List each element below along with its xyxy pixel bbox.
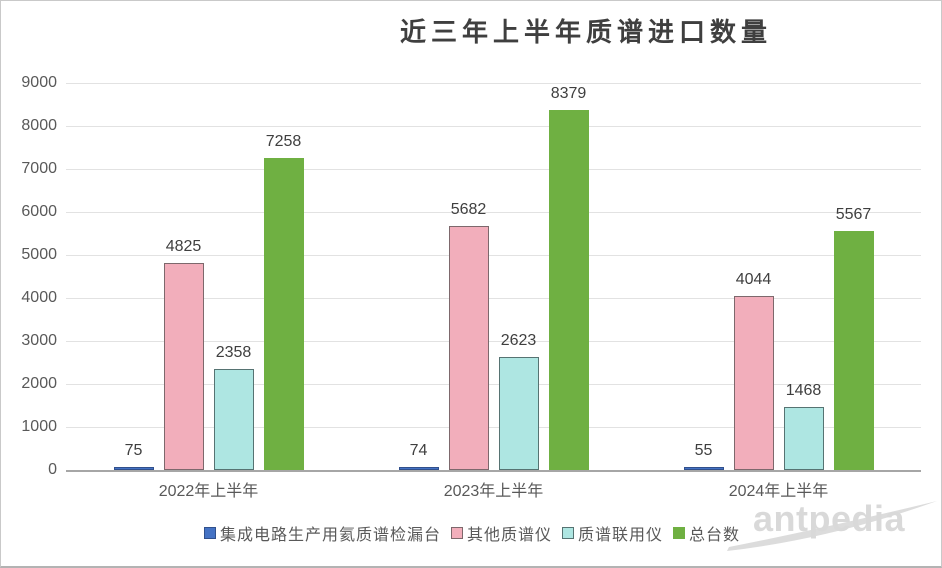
bar-series3-group2 [498, 357, 539, 470]
x-axis-line [66, 470, 921, 472]
category-label: 2024年上半年 [728, 483, 829, 500]
bar-value-label: 1468 [785, 382, 822, 399]
legend-item: 质谱联用仪 [562, 521, 663, 545]
legend: 集成电路生产用氦质谱检漏台 其他质谱仪 质谱联用仪 总台数 [1, 521, 941, 545]
y-axis-tick-label: 6000 [21, 203, 57, 220]
gridline [66, 384, 921, 385]
legend-label: 其他质谱仪 [466, 527, 552, 544]
bar-series3-group1 [213, 369, 254, 470]
legend-item: 总台数 [673, 521, 740, 545]
bar-series4-group2 [548, 110, 589, 470]
bar-series4-group1 [263, 158, 304, 470]
legend-swatch-icon [562, 527, 574, 539]
gridline [66, 255, 921, 256]
y-axis-tick-label: 0 [48, 461, 57, 478]
y-axis-tick-label: 7000 [21, 160, 57, 177]
y-axis-tick-label: 3000 [21, 332, 57, 349]
bar-value-label: 2358 [215, 344, 252, 361]
gridline [66, 169, 921, 170]
gridline [66, 83, 921, 84]
bar-value-label: 8379 [550, 85, 587, 102]
y-axis-tick-label: 2000 [21, 375, 57, 392]
y-axis-tick-label: 8000 [21, 117, 57, 134]
bar-value-label: 4044 [735, 271, 772, 288]
gridline [66, 427, 921, 428]
bar-series2-group1 [163, 263, 204, 470]
bar-series4-group3 [833, 231, 874, 470]
bar-series2-group2 [448, 226, 489, 470]
bar-value-label: 5682 [450, 201, 487, 218]
legend-swatch-icon [203, 527, 216, 539]
bar-series1-group1 [113, 467, 154, 470]
category-label: 2022年上半年 [158, 483, 259, 500]
y-axis-tick-label: 1000 [21, 418, 57, 435]
y-axis-tick-label: 4000 [21, 289, 57, 306]
y-axis-tick-label: 9000 [21, 74, 57, 91]
bar-value-label: 5567 [835, 206, 872, 223]
legend-item: 其他质谱仪 [450, 521, 552, 545]
legend-label: 质谱联用仪 [578, 527, 664, 544]
legend-swatch-icon [450, 527, 463, 539]
legend-swatch-icon [673, 527, 686, 539]
bar-series1-group3 [683, 467, 724, 470]
gridline [66, 341, 921, 342]
bar-value-label: 74 [409, 442, 428, 459]
bar-series1-group2 [398, 467, 439, 470]
bar-value-label: 2623 [500, 332, 537, 349]
category-label: 2023年上半年 [443, 483, 544, 500]
legend-label: 总台数 [689, 527, 741, 544]
bar-value-label: 7258 [265, 133, 302, 150]
gridline [66, 298, 921, 299]
gridline [66, 126, 921, 127]
y-axis-tick-label: 5000 [21, 246, 57, 263]
legend-item: 集成电路生产用氦质谱检漏台 [203, 521, 441, 545]
chart-title: 近三年上半年质谱进口数量 [399, 18, 773, 47]
bar-series3-group3 [783, 407, 824, 470]
bar-value-label: 4825 [165, 238, 202, 255]
bar-value-label: 55 [694, 442, 713, 459]
bar-value-label: 75 [124, 442, 143, 459]
legend-label: 集成电路生产用氦质谱检漏台 [219, 527, 441, 544]
bar-series2-group3 [733, 296, 774, 470]
gridline [66, 212, 921, 213]
